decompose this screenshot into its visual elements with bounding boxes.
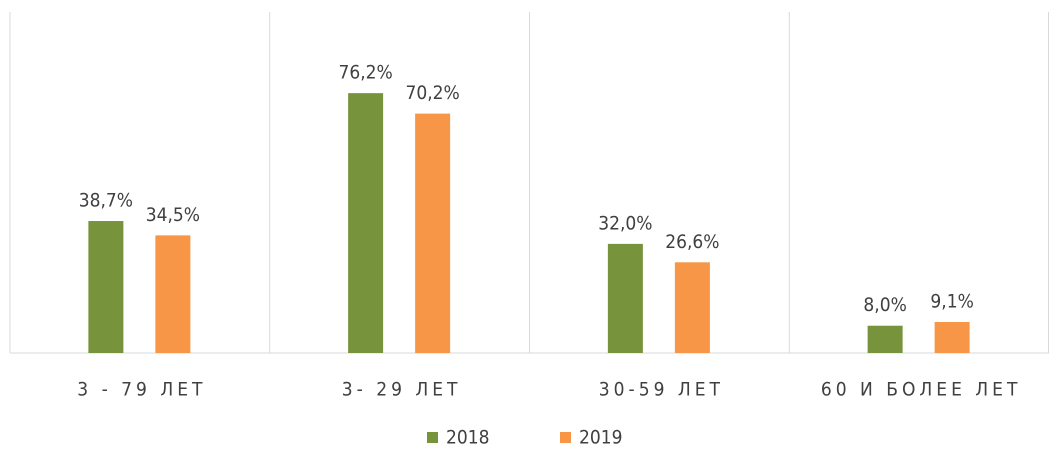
x-tick-label: 3- 29 ЛЕТ: [342, 379, 462, 401]
value-label: 38,7%: [79, 190, 133, 212]
bar: [155, 235, 191, 353]
legend-swatch: [560, 432, 571, 443]
legend-label: 2018: [446, 427, 490, 449]
x-tick-label: 60 И БОЛЕЕ ЛЕТ: [821, 379, 1022, 401]
value-label: 26,6%: [665, 231, 719, 253]
value-label: 32,0%: [598, 212, 652, 234]
bar: [415, 113, 451, 353]
value-label: 34,5%: [146, 204, 200, 226]
bar: [674, 262, 710, 353]
bar: [607, 243, 643, 353]
bar: [867, 325, 903, 353]
bar: [88, 221, 124, 353]
bar: [348, 93, 384, 354]
x-tick-label: 3 - 79 ЛЕТ: [77, 379, 206, 401]
legend-label: 2019: [579, 427, 623, 449]
value-label: 70,2%: [405, 82, 459, 104]
bar: [934, 321, 970, 353]
value-label: 8,0%: [863, 294, 906, 316]
legend-swatch: [427, 432, 438, 443]
value-label: 76,2%: [338, 62, 392, 84]
value-label: 9,1%: [930, 290, 973, 312]
x-tick-label: 30-59 ЛЕТ: [599, 379, 724, 401]
